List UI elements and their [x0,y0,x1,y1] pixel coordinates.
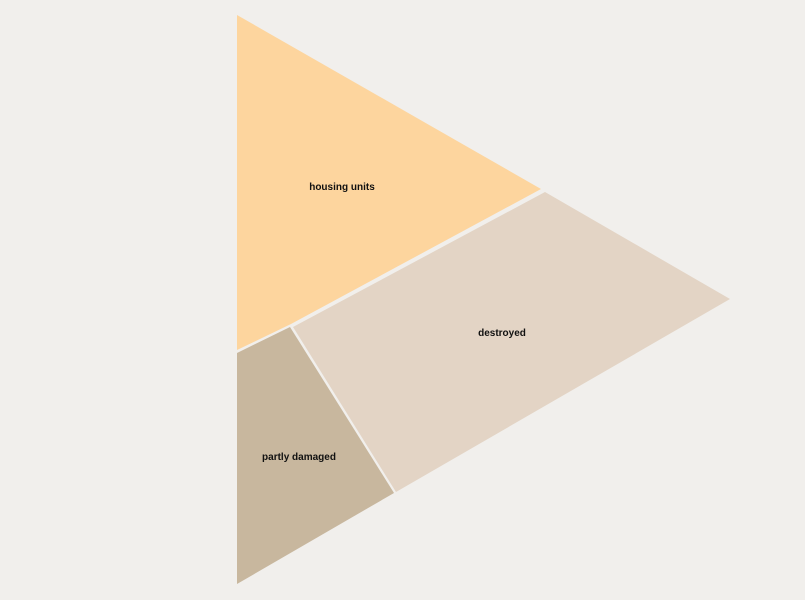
region-destroyed[interactable] [293,192,730,492]
region-housing-units[interactable] [237,15,541,350]
label-housing-units: housing units [309,182,375,193]
label-partly-damaged: partly damaged [262,452,336,463]
region-partly-damaged[interactable] [237,327,394,584]
label-destroyed: destroyed [478,328,526,339]
